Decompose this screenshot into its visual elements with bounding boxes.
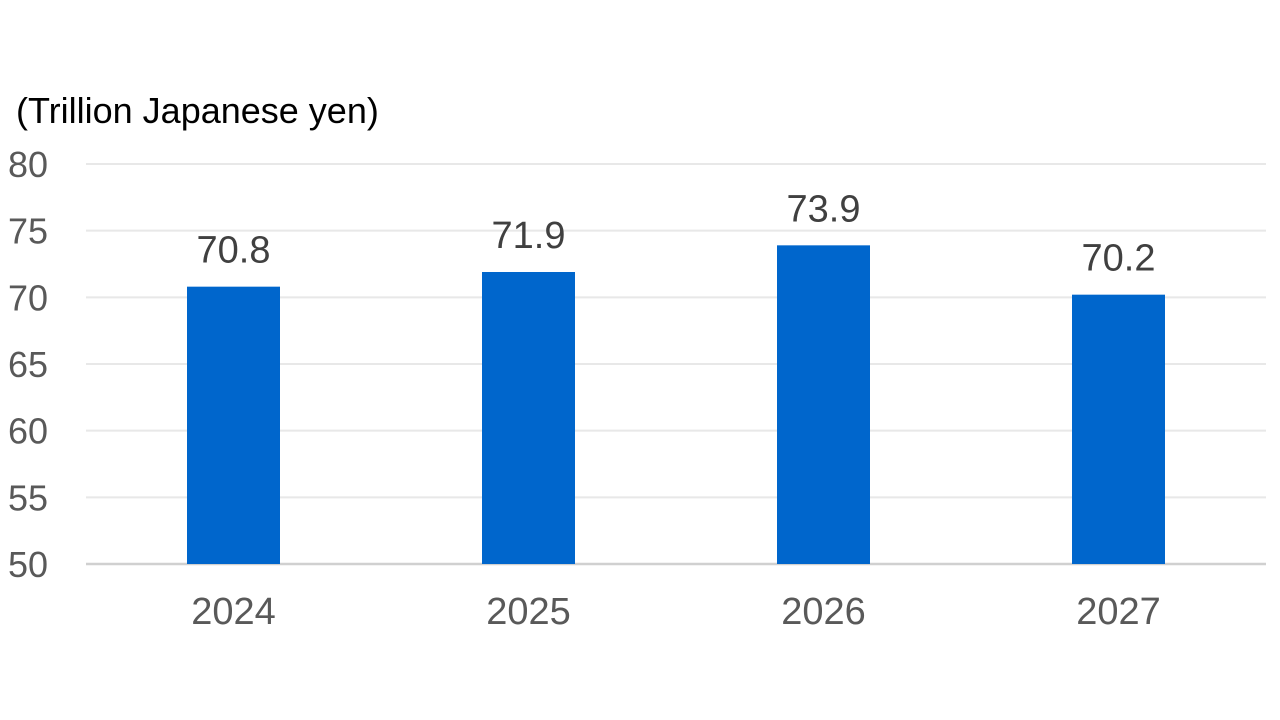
y-tick-label: 70 bbox=[8, 277, 48, 318]
y-tick-label: 55 bbox=[8, 477, 48, 518]
x-tick-label-2027: 2027 bbox=[1076, 591, 1161, 633]
y-tick-label: 75 bbox=[8, 211, 48, 252]
data-label-2025: 71.9 bbox=[492, 215, 566, 257]
bars bbox=[187, 245, 1165, 565]
x-tick-label-2025: 2025 bbox=[486, 591, 571, 633]
data-label-2027: 70.2 bbox=[1082, 238, 1156, 280]
data-label-2026: 73.9 bbox=[787, 188, 861, 230]
x-tick-label-2024: 2024 bbox=[191, 591, 276, 633]
x-tick-label-2026: 2026 bbox=[781, 591, 866, 633]
y-tick-label: 60 bbox=[8, 411, 48, 452]
y-tick-label: 65 bbox=[8, 344, 48, 385]
x-axis-ticks: 2024 2025 2026 2027 bbox=[191, 591, 1161, 633]
bar-2025 bbox=[482, 272, 575, 564]
gridlines bbox=[86, 163, 1266, 566]
y-axis-label: (Trillion Japanese yen) bbox=[16, 90, 379, 131]
y-tick-label: 80 bbox=[8, 144, 48, 185]
data-labels: 70.8 71.9 73.9 70.2 bbox=[197, 188, 1156, 279]
bar-2024 bbox=[187, 286, 280, 564]
data-label-2024: 70.8 bbox=[197, 230, 271, 272]
bar-2026 bbox=[777, 245, 870, 565]
bar-2027 bbox=[1072, 294, 1165, 564]
y-tick-label: 50 bbox=[8, 544, 48, 585]
y-axis-ticks: 50 55 60 65 70 75 80 bbox=[8, 144, 48, 585]
